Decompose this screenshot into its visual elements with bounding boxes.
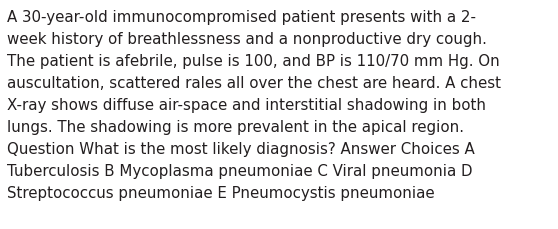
Text: A 30-year-old immunocompromised patient presents with a 2-
week history of breat: A 30-year-old immunocompromised patient … — [7, 10, 501, 200]
